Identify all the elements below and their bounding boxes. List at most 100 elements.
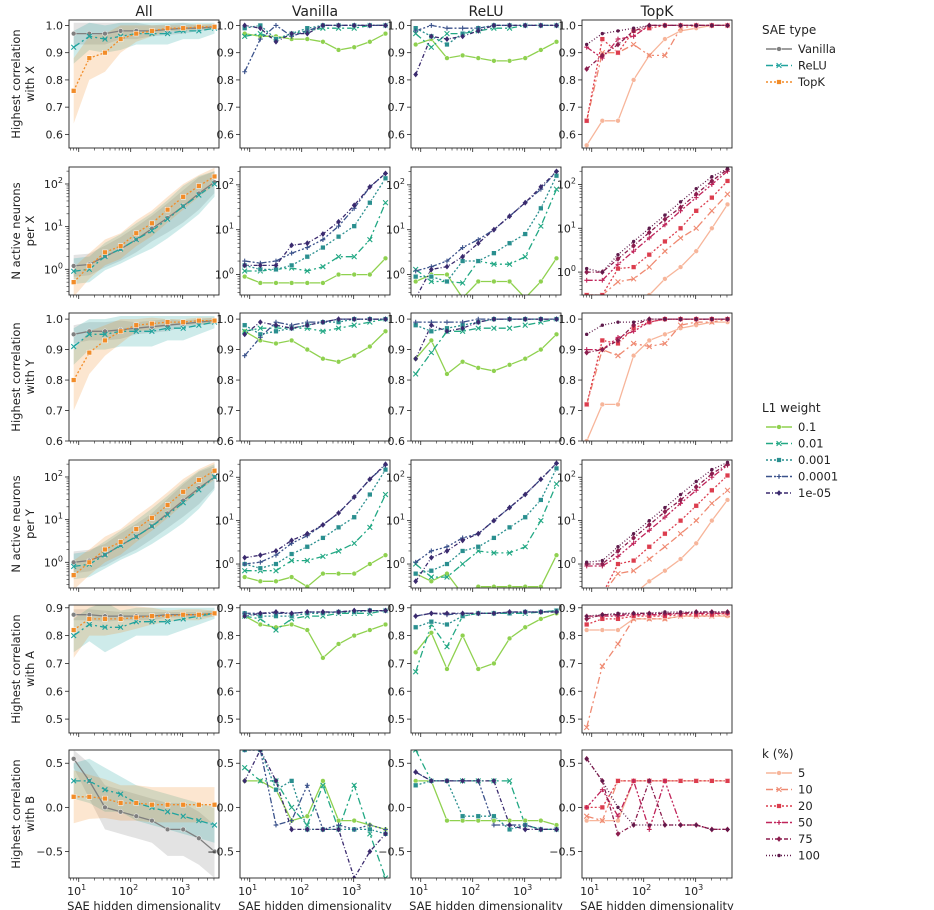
data-point [382,30,389,37]
data-point [71,279,77,285]
data-point [694,479,698,484]
data-point [336,218,341,225]
data-point [351,875,357,878]
data-point [413,268,419,274]
column-title-all: All [135,4,152,20]
band-topk [73,167,215,295]
y-tick-label: 0.5 [559,713,577,726]
data-point [428,619,434,625]
data-point [304,322,310,329]
data-point [304,813,310,819]
panel-r3-c1-plot [241,461,389,588]
data-point [164,216,171,222]
data-point [428,266,434,273]
data-point [647,823,651,827]
legend-label: 100 [798,849,820,863]
y-tick-label: 101 [215,513,234,528]
data-point [725,317,730,321]
data-point [257,334,263,340]
data-point [117,624,124,631]
y-tick-label: 0.6 [217,435,235,448]
data-point [133,236,140,243]
data-point [242,750,248,753]
data-point [444,371,450,377]
data-point [584,560,589,564]
data-point [367,826,373,833]
data-point [709,500,715,507]
data-point [320,39,326,45]
series-line-topk [73,319,215,381]
data-point [180,25,186,31]
series-line-0-01 [415,188,558,284]
data-point [257,319,263,326]
data-point [554,22,559,29]
data-point [444,36,450,42]
data-point [273,340,279,347]
data-point [584,66,590,72]
series-line-0-0001 [415,462,557,563]
data-point [444,548,450,554]
row-label-line: with A [23,651,37,687]
data-point [382,875,389,878]
data-point [164,319,171,325]
data-point [320,655,326,661]
data-point [507,316,512,322]
series-line-5 [640,499,729,588]
series-line-0-01 [244,494,387,572]
data-point [382,621,389,628]
series-line-1e-05 [415,318,557,359]
series-line-1e-05 [415,771,557,831]
series-line-1e-05 [244,609,386,617]
data-point [538,223,544,229]
x-tick-label: 101 [409,883,428,898]
data-point [709,225,715,231]
row-label-4: Highest correlation with A [9,614,37,723]
data-point [616,320,620,324]
data-point [538,346,544,353]
y-tick-label: 0.0 [559,801,577,814]
data-point [304,584,310,588]
data-point [428,777,434,784]
legend-label: 0.01 [798,437,824,451]
data-point [211,610,218,616]
data-point [615,337,621,344]
data-point [367,271,373,278]
legend-label: ReLU [798,59,827,73]
data-point [196,835,202,841]
data-point [646,521,652,528]
series-line-10 [606,489,728,588]
x-axis-label: SAE hidden dimensionality [580,899,734,910]
data-point [584,277,590,283]
data-point [710,827,714,832]
y-tick-label: 0.7 [46,101,64,114]
series-line-0-01 [244,609,386,631]
data-point [211,474,218,480]
data-point [149,220,155,226]
data-point [86,794,92,800]
data-point [288,337,295,344]
data-point [336,510,341,516]
data-point [599,277,605,283]
legend-label: 75 [798,832,813,846]
panel-r3-c3-plot [584,460,731,588]
data-point [616,29,620,33]
data-point [428,23,434,28]
data-point [320,778,326,784]
data-point [522,491,528,498]
data-point [242,322,248,328]
data-point [615,553,621,559]
series-line-1e-05 [244,24,386,43]
data-point [383,607,388,614]
data-point [475,584,481,588]
data-point [693,248,699,254]
data-point [289,826,295,833]
series-line-0-0001 [244,24,386,72]
data-point [289,250,295,256]
data-point [320,609,326,615]
data-point [133,614,139,621]
data-point [288,557,295,564]
series-line-relu [73,183,215,272]
data-point [631,26,636,30]
data-point [444,561,450,567]
data-point [646,578,652,584]
